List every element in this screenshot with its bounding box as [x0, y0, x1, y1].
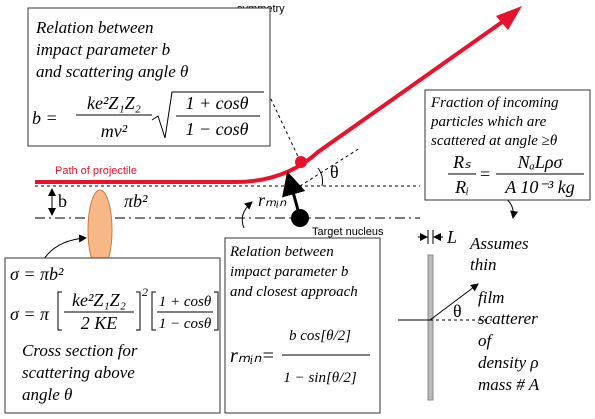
text: angle θ: [22, 385, 72, 404]
label: πb²: [124, 191, 148, 211]
text: and scattering angle θ: [36, 62, 188, 81]
formula: σ = πb²: [10, 264, 64, 284]
formula: 2 KE: [81, 313, 118, 333]
text: impact parameter b: [36, 40, 170, 59]
formula: NₐLρσ: [517, 152, 564, 172]
text: Relation between: [35, 18, 154, 37]
formula: 1 − cosθ: [159, 316, 212, 332]
pointer: [241, 201, 253, 229]
formula: σ = π: [10, 304, 50, 324]
path-arrowhead: [496, 6, 522, 30]
formula: A 10⁻³ kg: [504, 177, 575, 197]
text: Cross section for: [22, 341, 138, 360]
impact-box: [27, 7, 271, 147]
label: Target nucleus: [312, 226, 384, 238]
formula: mv²: [101, 121, 128, 141]
text: scatterer: [478, 309, 538, 328]
closest-point: [295, 156, 307, 168]
fraction-box: [424, 89, 591, 201]
formula: Rᵢ: [454, 177, 469, 197]
formula: 1 − cosθ: [186, 119, 249, 139]
nucleus: [291, 209, 309, 227]
formula: ke²Z₁Z₂: [87, 93, 141, 113]
text: Fraction of incoming: [430, 95, 559, 111]
rmin-arrow: [282, 171, 306, 211]
text: impact parameter b: [230, 264, 349, 280]
formula: 2: [142, 285, 148, 299]
formula: b cos[θ/2]: [289, 328, 351, 344]
pointer: [504, 197, 519, 219]
label: θ: [453, 301, 462, 321]
text: scattered at angle ≥θ: [431, 133, 558, 149]
text: scattering above: [22, 363, 135, 382]
formula: Rₛ: [452, 152, 471, 172]
formula: 1 + cosθ: [159, 294, 212, 310]
approach-box: [224, 237, 381, 414]
formula: ke²Z₁Z₂: [72, 290, 126, 310]
label: L: [446, 227, 457, 247]
text: thin: [470, 255, 496, 274]
text: film: [478, 288, 504, 307]
label: θ: [330, 162, 339, 182]
formula: 1 + cosθ: [186, 93, 249, 113]
text: of: [478, 331, 494, 350]
film: [427, 254, 434, 401]
text: particles which are: [430, 114, 547, 130]
formula: rₘᵢₙ=: [230, 345, 275, 367]
text: Relation between: [229, 244, 334, 260]
projectile-path: [35, 18, 507, 184]
formula: =: [480, 164, 490, 184]
formula: b =: [32, 108, 58, 128]
label: b: [58, 191, 67, 211]
formula: 1 − sin[θ/2]: [283, 370, 357, 386]
label: rₘᵢₙ: [258, 190, 287, 210]
theta-arc: [317, 167, 323, 187]
label: Path of projectile: [55, 165, 137, 177]
text: density ρ: [478, 353, 539, 372]
cross-box: [4, 257, 221, 414]
text: and closest approach: [230, 284, 358, 300]
text: mass # A: [478, 375, 540, 394]
text: Assumes: [469, 234, 529, 253]
